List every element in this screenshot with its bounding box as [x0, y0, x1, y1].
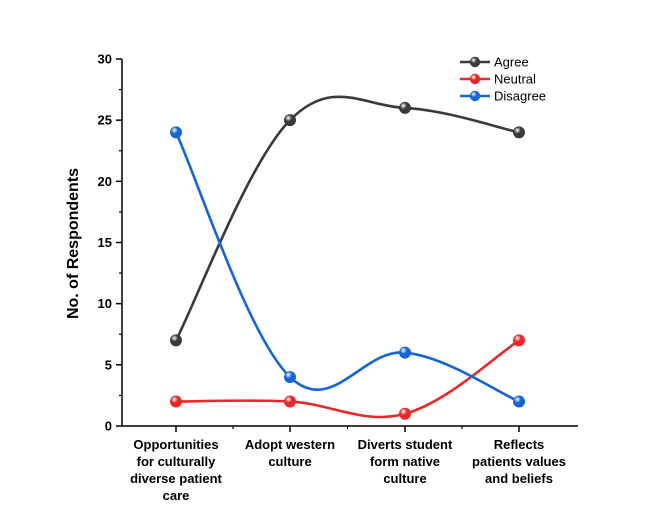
- legend-marker: [469, 73, 481, 85]
- x-tick-label-line: diverse patient: [130, 471, 222, 486]
- data-point-neutral: [283, 395, 296, 408]
- legend-label: Disagree: [494, 89, 546, 104]
- x-tick-label-line: care: [163, 488, 190, 503]
- data-point-neutral: [513, 334, 526, 347]
- series-line-agree: [174, 95, 520, 341]
- x-tick-label-line: form native: [370, 454, 440, 469]
- x-tick-label-line: and beliefs: [485, 471, 553, 486]
- data-point-disagree: [283, 371, 296, 384]
- x-tick-label: Opportunities for culturally diverse patie…: [130, 437, 222, 503]
- data-point-agree: [513, 126, 526, 139]
- x-tick-label: Diverts student form native culture: [358, 437, 453, 486]
- axes: 0 5 10 15 20 25 30 Opportunities for culturally d…: [65, 52, 578, 503]
- x-tick-label: Adopt western culture: [245, 437, 335, 469]
- x-tick-label-line: Reflects: [494, 437, 545, 452]
- x-tick-label-line: for culturally: [137, 454, 217, 469]
- legend-marker: [469, 90, 481, 102]
- y-axis-title: No. of Respondents: [65, 168, 82, 319]
- series-agree: [169, 95, 526, 347]
- legend-label: Neutral: [494, 72, 536, 87]
- series-disagree: [169, 126, 526, 408]
- y-tick-label: 25: [98, 113, 112, 128]
- data-point-neutral: [398, 407, 411, 420]
- data-point-agree: [398, 101, 411, 114]
- legend: Agree Neutral Disagree: [460, 55, 546, 104]
- x-tick-label-line: Opportunities: [133, 437, 218, 452]
- data-point-agree: [283, 114, 296, 127]
- x-tick-label-line: Diverts student: [358, 437, 453, 452]
- x-tick-label-line: culture: [383, 471, 426, 486]
- legend-item-agree: Agree: [460, 55, 529, 70]
- y-tick-label: 30: [98, 52, 112, 67]
- data-point-neutral: [169, 395, 182, 408]
- y-tick-label: 0: [105, 419, 112, 434]
- x-tick-label-line: culture: [268, 454, 311, 469]
- legend-item-neutral: Neutral: [460, 72, 536, 87]
- x-tick-label: Reflects patients values and beliefs: [472, 437, 566, 486]
- legend-label: Agree: [494, 55, 529, 70]
- x-tick-label-line: patients values: [472, 454, 566, 469]
- y-tick-label: 15: [98, 235, 112, 250]
- legend-item-disagree: Disagree: [460, 89, 546, 104]
- data-point-disagree: [513, 395, 526, 408]
- data-point-disagree: [398, 346, 411, 359]
- y-tick-label: 10: [98, 296, 112, 311]
- y-tick-label: 5: [105, 357, 112, 372]
- data-point-disagree: [169, 126, 182, 139]
- x-tick-label-line: Adopt western: [245, 437, 335, 452]
- data-point-agree: [169, 334, 182, 347]
- series-line-disagree: [174, 131, 520, 403]
- series-group: [169, 95, 526, 420]
- y-tick-label: 20: [98, 174, 112, 189]
- legend-marker: [469, 56, 481, 68]
